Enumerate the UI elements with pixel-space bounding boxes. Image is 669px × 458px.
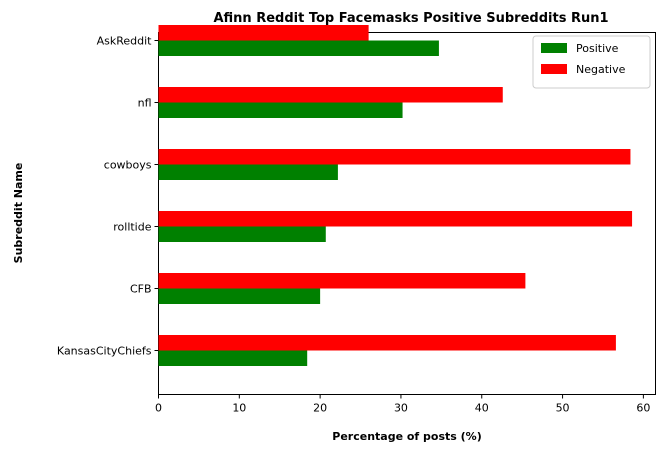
y-axis-label: Subreddit Name xyxy=(12,163,25,264)
y-axis-ticks: KansasCityChiefs CFB rolltide cowboys nfl Ask… xyxy=(57,35,159,358)
bar-negative-cfb xyxy=(158,273,526,289)
bar-positive-rolltide xyxy=(158,226,326,242)
x-tick-label-0: 0 xyxy=(155,402,162,415)
chart-title: Afinn Reddit Top Facemasks Positive Subr… xyxy=(213,11,608,26)
legend: Positive Negative xyxy=(532,35,651,89)
x-tick-label-60: 60 xyxy=(636,402,650,415)
x-axis-label: Percentage of posts (%) xyxy=(332,430,481,443)
bar-positive-kansascitychiefs xyxy=(158,350,308,366)
x-tick-label-50: 50 xyxy=(556,402,570,415)
legend-swatch-positive xyxy=(541,43,567,53)
bar-negative-nfl xyxy=(158,87,503,103)
legend-label-negative: Negative xyxy=(576,63,626,76)
x-tick-label-40: 40 xyxy=(475,402,489,415)
bar-negative-askreddit xyxy=(158,25,369,41)
y-tick-label-rolltide: rolltide xyxy=(113,221,151,234)
y-tick-label-nfl: nfl xyxy=(138,97,152,110)
y-tick-label-cowboys: cowboys xyxy=(104,159,152,172)
y-tick-label-askreddit: AskReddit xyxy=(97,35,153,48)
x-tick-label-10: 10 xyxy=(232,402,246,415)
x-tick-label-20: 20 xyxy=(313,402,327,415)
bar-positive-nfl xyxy=(158,102,403,118)
legend-swatch-negative xyxy=(541,64,567,74)
bars-layer xyxy=(158,25,633,366)
y-tick-label-kansascitychiefs: KansasCityChiefs xyxy=(57,345,152,358)
bar-positive-cowboys xyxy=(158,164,338,180)
y-tick-label-cfb: CFB xyxy=(130,283,152,296)
x-axis-ticks: 0 10 20 30 40 50 60 xyxy=(155,394,650,415)
bar-negative-rolltide xyxy=(158,211,633,227)
bar-negative-cowboys xyxy=(158,149,631,165)
x-tick-label-30: 30 xyxy=(394,402,408,415)
bar-positive-askreddit xyxy=(158,40,439,56)
bar-positive-cfb xyxy=(158,288,321,304)
legend-label-positive: Positive xyxy=(576,42,619,55)
bar-negative-kansascitychiefs xyxy=(158,335,616,351)
